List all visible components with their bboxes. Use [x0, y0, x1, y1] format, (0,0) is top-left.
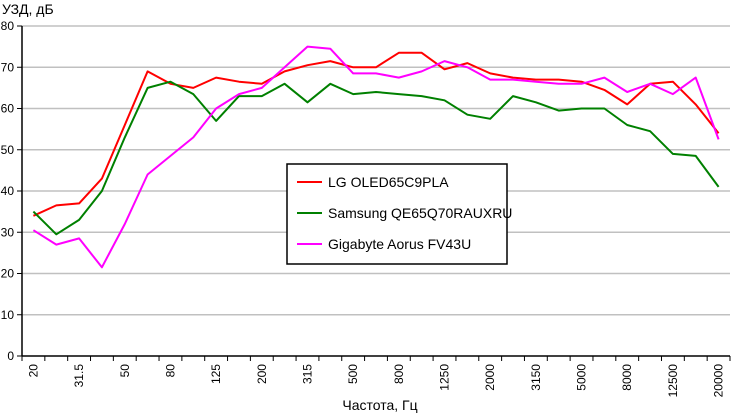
- x-tick-label: 50: [118, 364, 132, 378]
- x-tick-label: 200: [255, 364, 269, 384]
- x-tick-label: 31.5: [72, 364, 86, 388]
- x-tick-label: 1250: [438, 364, 452, 391]
- legend-label: Gigabyte Aorus FV43U: [328, 236, 471, 252]
- x-tick-label: 20000: [712, 364, 726, 398]
- x-tick-label: 3150: [529, 364, 543, 391]
- x-tick-label: 800: [392, 364, 406, 384]
- y-tick-label: 60: [1, 102, 15, 116]
- y-tick-label: 10: [1, 308, 15, 322]
- legend-label: Samsung QE65Q70RAUXRU: [328, 205, 512, 221]
- series-line-2: [32, 45, 720, 269]
- series-line-1: [32, 80, 720, 236]
- y-tick-label: 70: [1, 60, 15, 74]
- x-tick-label: 2000: [483, 364, 497, 391]
- legend-label: LG OLED65C9PLA: [328, 174, 449, 190]
- x-tick-label: 12500: [666, 364, 680, 398]
- series-line-0: [32, 51, 720, 217]
- x-tick-label: 20: [26, 364, 40, 378]
- y-tick-label: 0: [7, 349, 14, 363]
- y-tick-label: 50: [1, 143, 15, 157]
- x-tick-label: 80: [163, 364, 177, 378]
- x-tick-label: 5000: [575, 364, 589, 391]
- x-tick-label: 315: [300, 364, 314, 384]
- x-axis-title: Частота, Гц: [342, 397, 417, 413]
- legend: LG OLED65C9PLA Samsung QE65Q70RAUXRU Gigab…: [286, 163, 512, 265]
- x-tick-label: 125: [209, 364, 223, 384]
- x-tick-label: 500: [346, 364, 360, 384]
- y-axis-title: УЗД, дБ: [2, 1, 54, 17]
- legend-box: [286, 163, 508, 265]
- y-tick-label: 30: [1, 225, 15, 239]
- y-tick-label: 20: [1, 267, 15, 281]
- y-tick-label: 80: [1, 19, 15, 33]
- y-tick-label: 40: [1, 184, 15, 198]
- x-tick-label: 8000: [620, 364, 634, 391]
